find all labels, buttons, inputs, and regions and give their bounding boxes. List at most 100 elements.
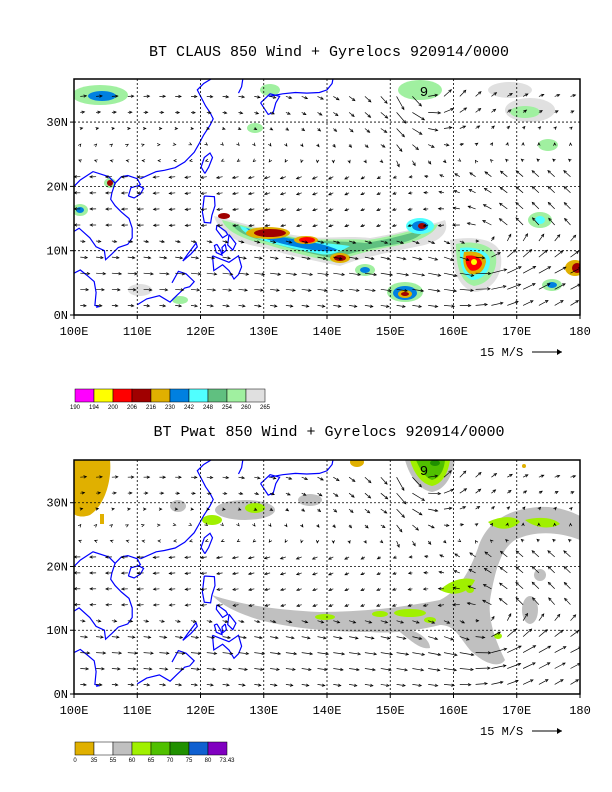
wind-vector — [348, 476, 356, 482]
wind-vector — [522, 125, 526, 130]
wind-vector — [466, 222, 476, 226]
wind-vector — [200, 603, 207, 607]
wind-vector — [507, 473, 513, 478]
wind-vector — [459, 256, 470, 261]
lon-label: 180 — [569, 325, 591, 339]
wind-vector — [175, 110, 181, 115]
wind-vector — [270, 652, 282, 656]
wind-vector — [127, 491, 133, 495]
wind-vector — [247, 556, 255, 560]
wind-vector — [206, 288, 217, 292]
pwat-gridlines — [74, 460, 580, 694]
wind-vector — [482, 599, 492, 606]
wind-vector — [491, 489, 497, 494]
wind-vector — [452, 206, 460, 210]
wind-vector — [531, 170, 540, 177]
wind-vector — [74, 191, 81, 195]
wind-vector — [175, 491, 181, 495]
wind-vector — [105, 603, 112, 607]
wind-vector — [380, 636, 391, 640]
legend-value: 194 — [89, 405, 100, 411]
wind-vector — [93, 143, 98, 148]
wind-vector — [206, 111, 212, 115]
wind-vector — [316, 143, 320, 148]
wind-vector — [248, 587, 255, 591]
wind-vector — [284, 158, 288, 163]
wind-vector — [428, 508, 439, 513]
wind-vector — [412, 492, 426, 501]
wind-vector — [483, 187, 492, 194]
wind-vector — [407, 587, 413, 591]
wind-vector — [349, 256, 359, 261]
wind-vector — [364, 636, 375, 640]
wind-vector — [333, 240, 341, 244]
wind-vector — [157, 159, 161, 163]
wind-vector — [515, 597, 524, 605]
coastline-segment — [227, 613, 237, 631]
wind-vector — [120, 587, 128, 591]
wind-vector — [412, 652, 426, 656]
wind-vector — [364, 288, 376, 292]
wind-vector — [506, 233, 512, 242]
wind-vector — [120, 191, 128, 195]
wind-vector — [328, 603, 334, 607]
wind-vector — [143, 635, 152, 639]
wind-vector — [152, 223, 160, 227]
lon-label: 140E — [313, 325, 342, 339]
wind-vector — [453, 570, 460, 574]
wind-vector — [206, 651, 218, 655]
wind-vector — [499, 186, 508, 194]
wind-vector — [569, 126, 573, 130]
wind-vector — [443, 256, 455, 261]
wind-vector — [285, 95, 293, 99]
wind-vector — [111, 667, 121, 671]
wind-vector — [312, 588, 318, 592]
wind-vector — [422, 223, 429, 228]
wind-vector — [391, 207, 397, 211]
wind-vector — [143, 304, 151, 308]
wind-vector — [159, 635, 168, 639]
wind-vector — [437, 603, 445, 607]
wind-vector — [269, 240, 277, 244]
wind-vector — [521, 522, 525, 527]
wind-vector — [391, 603, 397, 607]
wind-vector — [537, 506, 542, 511]
wind-vector — [475, 651, 492, 655]
legend-value: 260 — [241, 405, 252, 411]
wind-vector — [238, 476, 246, 480]
wind-vector — [499, 550, 508, 558]
wind-vector — [206, 491, 212, 495]
wind-vector — [143, 110, 149, 115]
wind-vector — [206, 507, 211, 511]
wind-vector — [141, 524, 145, 528]
wind-vector — [364, 668, 376, 672]
wind-vector — [507, 92, 513, 97]
wind-vector — [380, 508, 388, 514]
wind-vector — [96, 110, 102, 114]
wind-vector — [247, 572, 255, 576]
wind-vector — [333, 288, 344, 292]
wind-vector — [391, 587, 397, 591]
wind-vector — [328, 208, 334, 212]
wind-vector — [522, 645, 537, 653]
wind-vector — [315, 159, 320, 164]
wind-vector — [301, 683, 310, 687]
wind-vector — [482, 220, 492, 226]
wind-vector — [333, 272, 346, 277]
wind-vector — [168, 603, 176, 607]
wind-vector — [89, 175, 97, 179]
wind-vector — [317, 304, 326, 308]
wind-vector — [254, 288, 264, 292]
wind-vector — [222, 651, 234, 656]
wind-vector — [74, 223, 81, 227]
wind-vector — [279, 176, 287, 180]
wind-vector — [104, 571, 112, 575]
coastline-segment — [237, 460, 244, 475]
wind-vector — [159, 475, 167, 479]
wind-vector — [376, 191, 381, 195]
wind-vector — [80, 667, 90, 671]
wind-vector — [531, 597, 540, 605]
wind-vector — [221, 507, 226, 511]
lon-label: 150E — [376, 325, 405, 339]
wind-vector — [428, 144, 435, 148]
